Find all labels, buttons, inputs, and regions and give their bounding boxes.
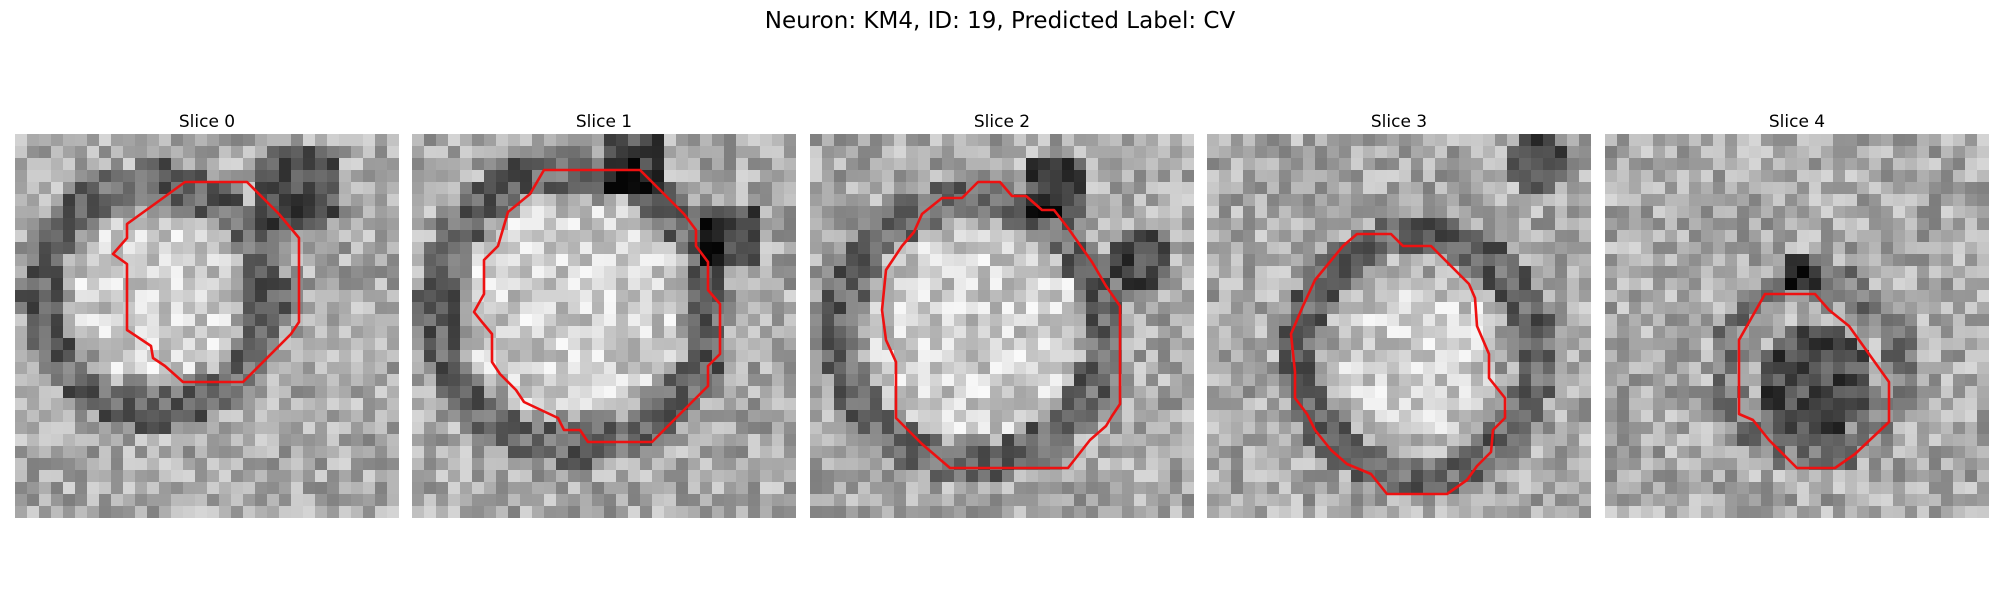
slice-title-2: Slice 2 [973, 112, 1031, 132]
slice-image-0 [15, 134, 399, 518]
slice-panel-2: Slice 2 [810, 110, 1194, 518]
figure-title: Neuron: KM4, ID: 19, Predicted Label: CV [764, 8, 1236, 34]
slice-image-2 [810, 134, 1194, 518]
slice-title-3: Slice 3 [1370, 112, 1428, 132]
slice-panel-3: Slice 3 [1207, 110, 1591, 518]
slice-title-0: Slice 0 [178, 112, 236, 132]
slice-title-1: Slice 1 [575, 112, 633, 132]
slice-panel-4: Slice 4 [1605, 110, 1989, 518]
slice-image-1 [412, 134, 796, 518]
slice-image-3 [1207, 134, 1591, 518]
slice-panel-0: Slice 0 [15, 110, 399, 518]
slice-title-4: Slice 4 [1768, 112, 1826, 132]
slice-panel-1: Slice 1 [412, 110, 796, 518]
slice-image-4 [1605, 134, 1989, 518]
